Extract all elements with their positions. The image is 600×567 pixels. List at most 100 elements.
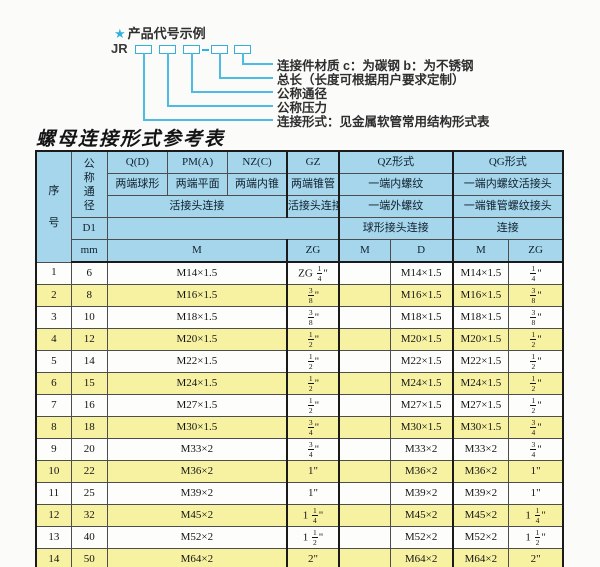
cell-dn: 40 <box>70 526 108 549</box>
diagram-label: 连接件材质 c：为碳钢 b：为不锈钢 <box>277 59 474 73</box>
cell-qz_d: M16×1.5 <box>389 284 454 307</box>
cell-no: 14 <box>35 548 72 567</box>
cell-qg_m: M30×1.5 <box>451 416 510 439</box>
connector-line <box>219 53 221 77</box>
cell-dn: 15 <box>70 372 108 395</box>
header-code-qd: Q(D) <box>106 150 168 174</box>
cell-qg_m: M20×1.5 <box>451 328 510 351</box>
connector-line <box>143 119 273 121</box>
connector-line <box>191 91 273 93</box>
header-qg-zg: ZG <box>508 239 564 263</box>
table-row: 5 14 M22×1.5 1 2 " M22×1.5 M22×1.5 1 2 " <box>35 350 564 373</box>
cell-m: M30×1.5 <box>106 416 288 439</box>
page-title: 螺母连接形式参考表 <box>36 129 226 150</box>
cell-gz: 3 4 " <box>285 438 340 461</box>
cell-qz_d: M52×2 <box>389 526 454 549</box>
table-row: 8 18 M30×1.5 3 4 " M30×1.5 M30×1.5 3 4 " <box>35 416 564 439</box>
cell-qg_m: M36×2 <box>451 460 510 483</box>
header-type-qz: 一端内螺纹 <box>338 173 454 196</box>
header-code-nz: NZ(C) <box>227 150 288 174</box>
header-row-units: mm M ZG M D M ZG <box>36 239 564 263</box>
table-row: 14 50 M64×2 2" M64×2 M64×2 2" <box>35 548 564 567</box>
product-code-prefix: JR <box>111 41 128 56</box>
table-header: 序号 公称通径 Q(D) PM(A) NZ(C) GZ QZ形式 QG形式 两端… <box>35 150 564 263</box>
cell-qz_m <box>338 394 391 417</box>
cell-qg_zg: 1" <box>508 460 564 483</box>
cell-dn: 18 <box>70 416 108 439</box>
cell-no: 3 <box>35 306 72 329</box>
header-row-union: 活接头连接 活接头连接 一端外螺纹 一端锥管螺纹接头 <box>36 195 564 218</box>
cell-qz_m <box>338 372 391 395</box>
table-row: 9 20 M33×2 3 4 " M33×2 M33×2 3 4 " <box>35 438 564 461</box>
cell-qg_zg: 3 8 " <box>508 284 564 307</box>
code-dash <box>202 49 209 51</box>
cell-gz: 2" <box>285 548 340 567</box>
cell-qg_m: M27×1.5 <box>451 394 510 417</box>
cell-dn: 20 <box>70 438 108 461</box>
cell-qz_m <box>338 438 391 461</box>
diagram-label: 连接形式：见金属软管常用结构形式表 <box>277 115 490 129</box>
connector-line <box>219 77 273 79</box>
cell-m: M16×1.5 <box>106 284 288 307</box>
cell-qz_m <box>338 416 391 439</box>
cell-qg_m: M14×1.5 <box>451 261 510 285</box>
table-row: 6 15 M24×1.5 1 2 " M24×1.5 M24×1.5 1 2 " <box>35 372 564 395</box>
cell-gz: 1 2 " <box>285 328 340 351</box>
cell-gz: 1 2 " <box>285 372 340 395</box>
cell-m: M22×1.5 <box>106 350 288 373</box>
header-mm: mm <box>70 239 108 263</box>
table-row: 10 22 M36×2 1" M36×2 M36×2 1" <box>35 460 564 483</box>
header-d1: D1 <box>70 217 108 240</box>
cell-qz_d: M14×1.5 <box>389 261 454 285</box>
cell-qz_d: M27×1.5 <box>389 394 454 417</box>
cell-qg_zg: 1 2 " <box>508 328 564 351</box>
cell-qz_m <box>338 482 391 505</box>
cell-gz: 1 2 " <box>285 394 340 417</box>
cell-qg_m: M24×1.5 <box>451 372 510 395</box>
header-conn-qz: 球形接头连接 <box>338 217 454 240</box>
header-type2-qz: 一端外螺纹 <box>338 195 454 218</box>
cell-qg_m: M33×2 <box>451 438 510 461</box>
header-d1-spacer <box>106 217 340 240</box>
cell-dn: 6 <box>70 261 108 285</box>
cell-qz_m <box>338 350 391 373</box>
cell-no: 5 <box>35 350 72 373</box>
cell-m: M45×2 <box>106 504 288 527</box>
header-code-qz: QZ形式 <box>338 150 454 174</box>
cell-qg_m: M52×2 <box>451 526 510 549</box>
product-code-diagram: ★ 产品代号示例 JR 连接件材质 c：为碳钢 b：为不锈钢 总长（长度可根据用户要… <box>0 0 600 150</box>
cell-qz_m <box>338 460 391 483</box>
cell-qz_m <box>338 306 391 329</box>
table-row: 4 12 M20×1.5 1 2 " M20×1.5 M20×1.5 1 2 " <box>35 328 564 351</box>
cell-dn: 10 <box>70 306 108 329</box>
cell-dn: 14 <box>70 350 108 373</box>
cell-qz_d: M39×2 <box>389 482 454 505</box>
cell-qg_m: M18×1.5 <box>451 306 510 329</box>
cell-gz: ZG 1 4 " <box>285 261 340 285</box>
header-type-qd: 两端球形 <box>106 173 168 196</box>
cell-qz_d: M24×1.5 <box>389 372 454 395</box>
cell-gz: 1" <box>285 460 340 483</box>
cell-qz_d: M30×1.5 <box>389 416 454 439</box>
cell-qg_zg: 3 4 " <box>508 416 564 439</box>
cell-m: M33×2 <box>106 438 288 461</box>
cell-dn: 16 <box>70 394 108 417</box>
header-type-qg: 一端内螺纹活接头 <box>451 173 564 196</box>
star-icon: ★ <box>114 26 126 41</box>
cell-no: 9 <box>35 438 72 461</box>
header-conn-qg: 连接 <box>451 217 564 240</box>
